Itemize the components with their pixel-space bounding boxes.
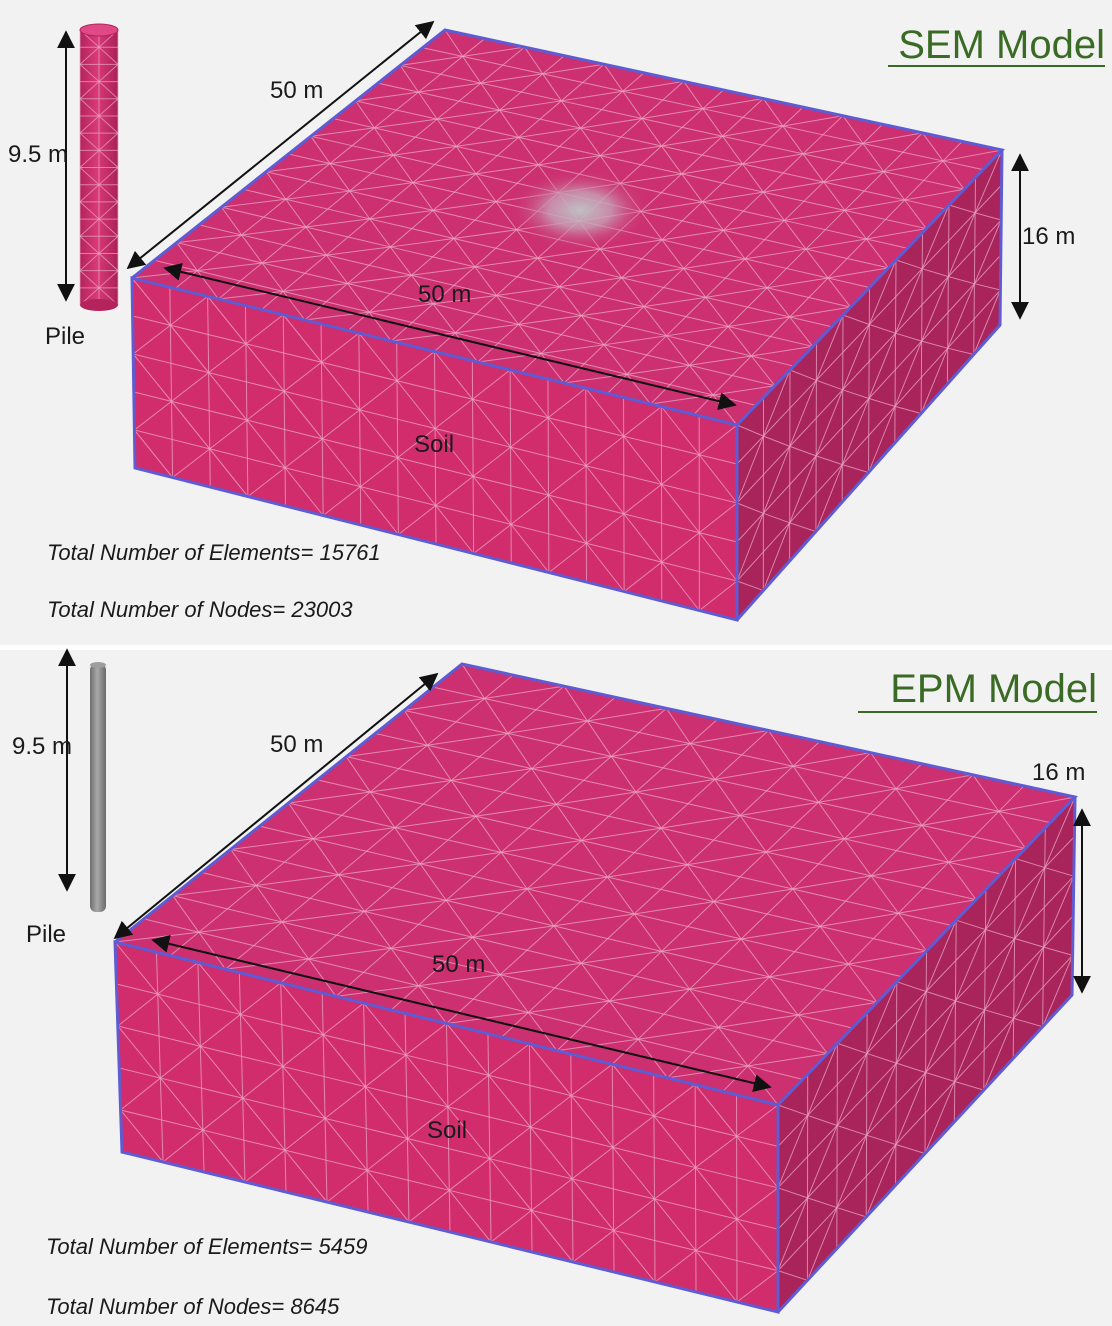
epm-pile-height-label: 9.5 m <box>12 733 72 760</box>
sem-pile-height-label: 9.5 m <box>8 141 68 168</box>
epm-pile <box>90 662 106 912</box>
sem-length-arrow-b <box>163 263 737 410</box>
sem-soil-side-face <box>737 150 1002 620</box>
epm-pile-top <box>90 662 106 668</box>
sem-pile-top <box>79 23 119 37</box>
epm-soil-label: Soil <box>427 1117 467 1144</box>
epm-title: EPM Model <box>890 667 1097 711</box>
epm-length-label-b: 50 m <box>432 951 485 978</box>
epm-pile-label: Pile <box>26 921 66 948</box>
sem-mesh-refinement-zone <box>510 170 650 250</box>
epm-nodes-count: Total Number of Nodes= 8645 <box>46 1294 340 1319</box>
epm-soil-side-face <box>778 797 1075 1312</box>
epm-panel: EPM Model 9.5 m 50 m 50 m 16 m Pile Soil… <box>12 648 1097 1319</box>
sem-length-arrow-a <box>126 20 435 270</box>
sem-pile-label: Pile <box>45 323 85 350</box>
sem-soil-edges-side <box>735 149 1004 621</box>
sem-title: SEM Model <box>898 23 1105 67</box>
sem-depth-label: 16 m <box>1022 223 1075 250</box>
sem-soil-label: Soil <box>414 431 454 458</box>
epm-length-arrow-a <box>113 672 439 940</box>
sem-length-label-a: 50 m <box>270 77 323 104</box>
epm-depth-label: 16 m <box>1032 759 1085 786</box>
sem-pile <box>79 23 119 311</box>
sem-nodes-count: Total Number of Nodes= 23003 <box>47 597 353 622</box>
sem-length-label-b: 50 m <box>418 281 471 308</box>
epm-length-label-a: 50 m <box>270 731 323 758</box>
sem-elements-count: Total Number of Elements= 15761 <box>47 540 381 565</box>
epm-pile-body <box>90 664 106 912</box>
sem-pile-bottom <box>80 299 118 311</box>
epm-length-arrow-b <box>151 934 772 1093</box>
sem-pile-mesh <box>79 29 119 306</box>
sem-panel: SEM Model 9.5 m 50 m 50 m 16 m Pile Soil… <box>8 20 1105 622</box>
epm-elements-count: Total Number of Elements= 5459 <box>46 1234 367 1259</box>
